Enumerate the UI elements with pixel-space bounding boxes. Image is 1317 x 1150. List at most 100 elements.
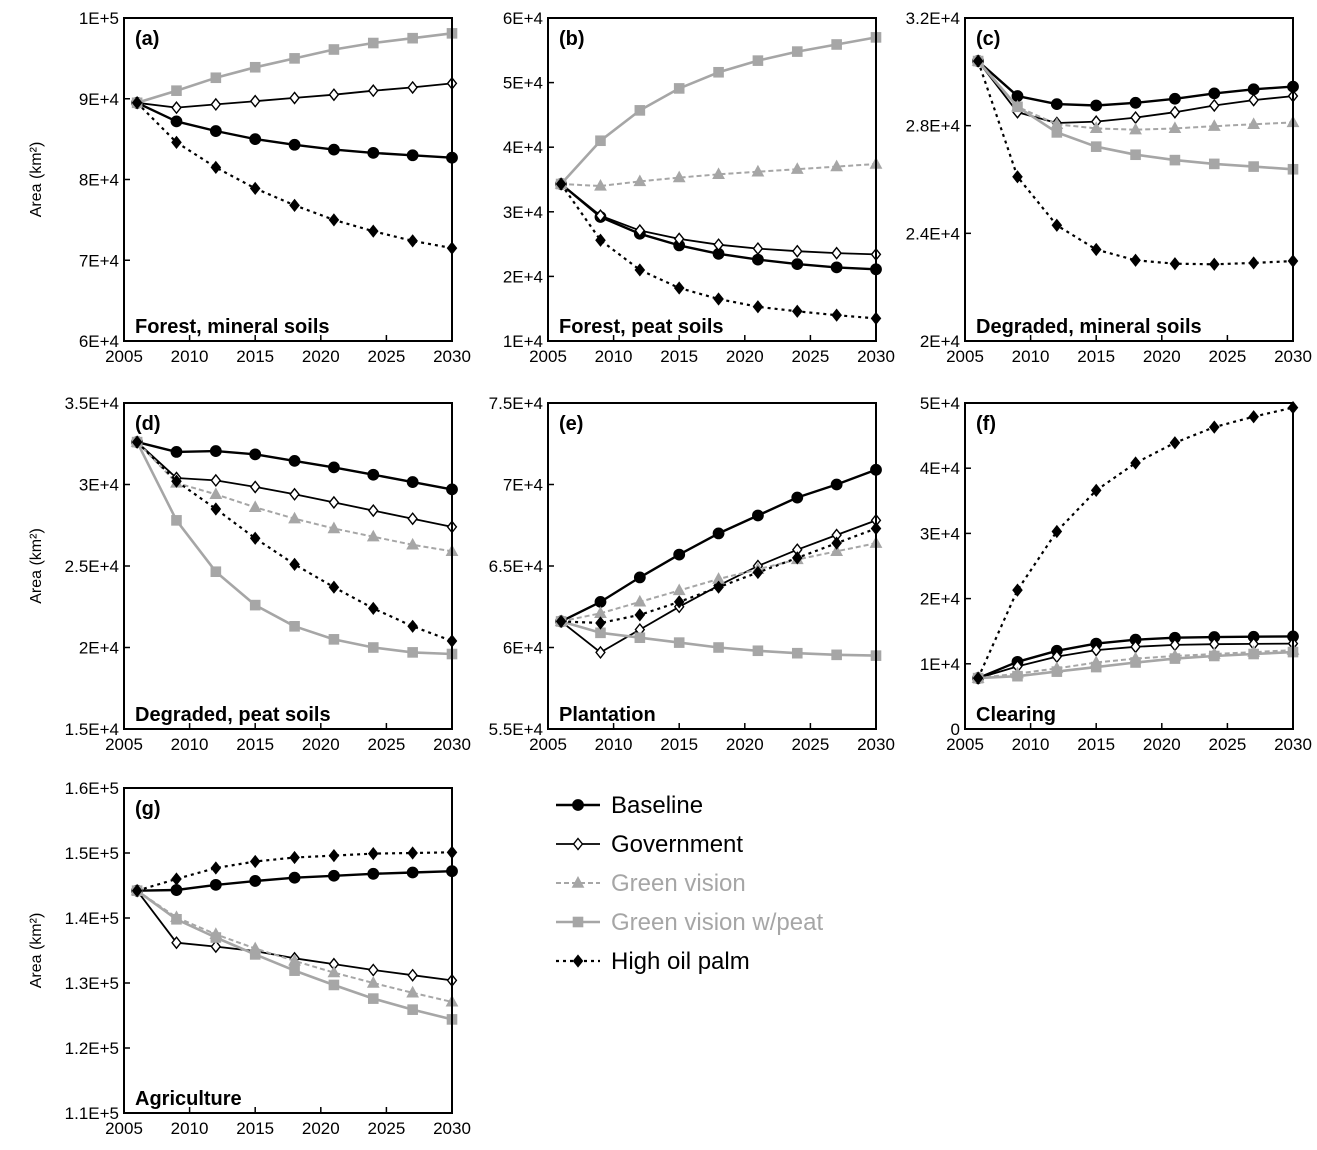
y-tick-label: 1E+5 [79, 9, 119, 28]
data-point-baseline [633, 571, 646, 584]
data-point-baseline [791, 258, 804, 271]
data-point-baseline [249, 875, 262, 887]
panel-title: Degraded, peat soils [135, 704, 331, 726]
data-point-green-vision-w-peat [289, 621, 300, 632]
data-point-government [791, 244, 803, 258]
data-point-green-vision-w-peat [367, 993, 379, 1004]
data-point-high-oil-palm [1012, 583, 1023, 597]
plot-frame [123, 787, 453, 1114]
panel-label: (b) [559, 28, 585, 50]
y-tick-label: 2E+4 [79, 639, 119, 658]
data-point-government [713, 238, 724, 252]
data-point-high-oil-palm [1208, 420, 1220, 434]
y-tick-label: 6E+4 [503, 639, 543, 658]
data-point-baseline [328, 461, 340, 474]
legend: Baseline Government Green vision Green visi… [556, 792, 823, 975]
series-line-green-vision-w-peat [560, 36, 877, 185]
data-point-high-oil-palm [831, 308, 842, 322]
data-point-green-vision [830, 159, 844, 172]
x-tick-label: 2015 [1077, 735, 1115, 754]
x-tick-label: 2030 [433, 735, 471, 754]
data-point-high-oil-palm [249, 181, 261, 196]
data-point-high-oil-palm [131, 96, 143, 110]
x-tick-label: 2015 [236, 347, 274, 366]
series-line-high-oil-palm [977, 406, 1294, 679]
data-point-green-vision [327, 965, 341, 978]
data-point-green-vision-w-peat [328, 634, 340, 645]
legend-label: Baseline [611, 792, 703, 819]
y-tick-label: 0 [951, 720, 960, 739]
data-point-government [289, 487, 300, 501]
data-point-high-oil-palm [249, 854, 261, 869]
x-tick-label: 2005 [946, 735, 984, 754]
data-point-government [752, 242, 764, 256]
panel-title: Forest, mineral soils [135, 316, 330, 338]
panel-label: (f) [976, 413, 996, 435]
y-tick-label: 9E+4 [79, 90, 119, 109]
data-point-baseline [830, 478, 843, 491]
data-point-government [1130, 110, 1141, 125]
data-point-green-vision [1129, 122, 1142, 135]
data-point-high-oil-palm [367, 601, 379, 616]
series-baseline-g [131, 865, 458, 897]
data-point-green-vision-w-peat [171, 515, 182, 526]
x-tick-label: 2030 [1274, 735, 1312, 754]
data-point-high-oil-palm [328, 580, 340, 594]
series-line-high-oil-palm [136, 441, 453, 643]
data-point-green-vision [406, 537, 420, 550]
x-tick-label: 2015 [236, 1119, 274, 1138]
data-point-high-oil-palm [713, 580, 724, 594]
data-point-green-vision [790, 162, 804, 174]
data-point-green-vision-w-peat [1248, 161, 1259, 172]
data-point-high-oil-palm [249, 531, 261, 545]
plot-frame [123, 17, 453, 342]
legend-label: High oil palm [611, 948, 750, 975]
y-tick-label: 2E+4 [503, 267, 543, 286]
data-point-high-oil-palm [131, 884, 143, 898]
data-point-green-vision [1247, 117, 1261, 130]
data-point-green-vision-w-peat [634, 105, 646, 116]
data-point-baseline [209, 125, 222, 137]
data-point-baseline [752, 253, 764, 266]
series-green-vision-w-peat-b [555, 32, 882, 190]
panel-label: (a) [135, 28, 159, 50]
data-point-government [367, 84, 379, 98]
data-point-baseline [288, 454, 301, 467]
data-point-green-vision [1168, 121, 1182, 134]
data-point-high-oil-palm [634, 263, 646, 277]
y-tick-label: 1.1E+5 [65, 1104, 119, 1123]
series-line-green-vision [977, 649, 1294, 680]
y-tick-label: 5.5E+4 [489, 720, 543, 739]
data-point-green-vision-w-peat [249, 61, 261, 73]
data-point-baseline [328, 143, 340, 156]
data-point-green-vision-w-peat [1051, 127, 1063, 138]
x-tick-label: 2020 [302, 735, 340, 754]
y-tick-label: 3E+4 [503, 203, 543, 222]
panel-a: 2005 2010 2015 2020 2025 2030 6E+4 7E+4 8E+4 9E+4… [28, 9, 471, 366]
y-tick-label: 3.5E+4 [65, 394, 119, 413]
panel-title: Clearing [976, 704, 1056, 726]
y-tick-label: 6.5E+4 [489, 557, 543, 576]
data-point-green-vision-w-peat [713, 642, 724, 653]
y-tick-label: 5E+4 [920, 394, 960, 413]
legend-entry-baseline: Baseline [556, 792, 703, 819]
x-tick-label: 2015 [660, 735, 698, 754]
data-point-green-vision [1207, 119, 1221, 131]
data-point-green-vision [248, 500, 262, 513]
y-tick-label: 7.5E+4 [489, 394, 543, 413]
data-point-baseline [1050, 98, 1063, 111]
panel-b: 2005 2010 2015 2020 2025 2030 1E+4 2E+4 3E+4 4E+4… [503, 9, 895, 366]
data-point-high-oil-palm [555, 177, 567, 191]
data-point-green-vision [288, 953, 301, 966]
x-tick-label: 2005 [105, 347, 143, 366]
series-green-vision-b [554, 157, 883, 191]
data-point-green-vision-w-peat [1012, 670, 1023, 682]
series-high-oil-palm-g [131, 845, 458, 898]
data-point-green-vision-w-peat [791, 647, 803, 659]
panel-label: (d) [135, 413, 161, 435]
data-point-government [367, 963, 379, 977]
data-point-green-vision-w-peat [831, 39, 842, 50]
data-point-baseline [367, 468, 380, 481]
data-point-green-vision-w-peat [752, 645, 764, 657]
series-baseline-e [555, 463, 882, 628]
